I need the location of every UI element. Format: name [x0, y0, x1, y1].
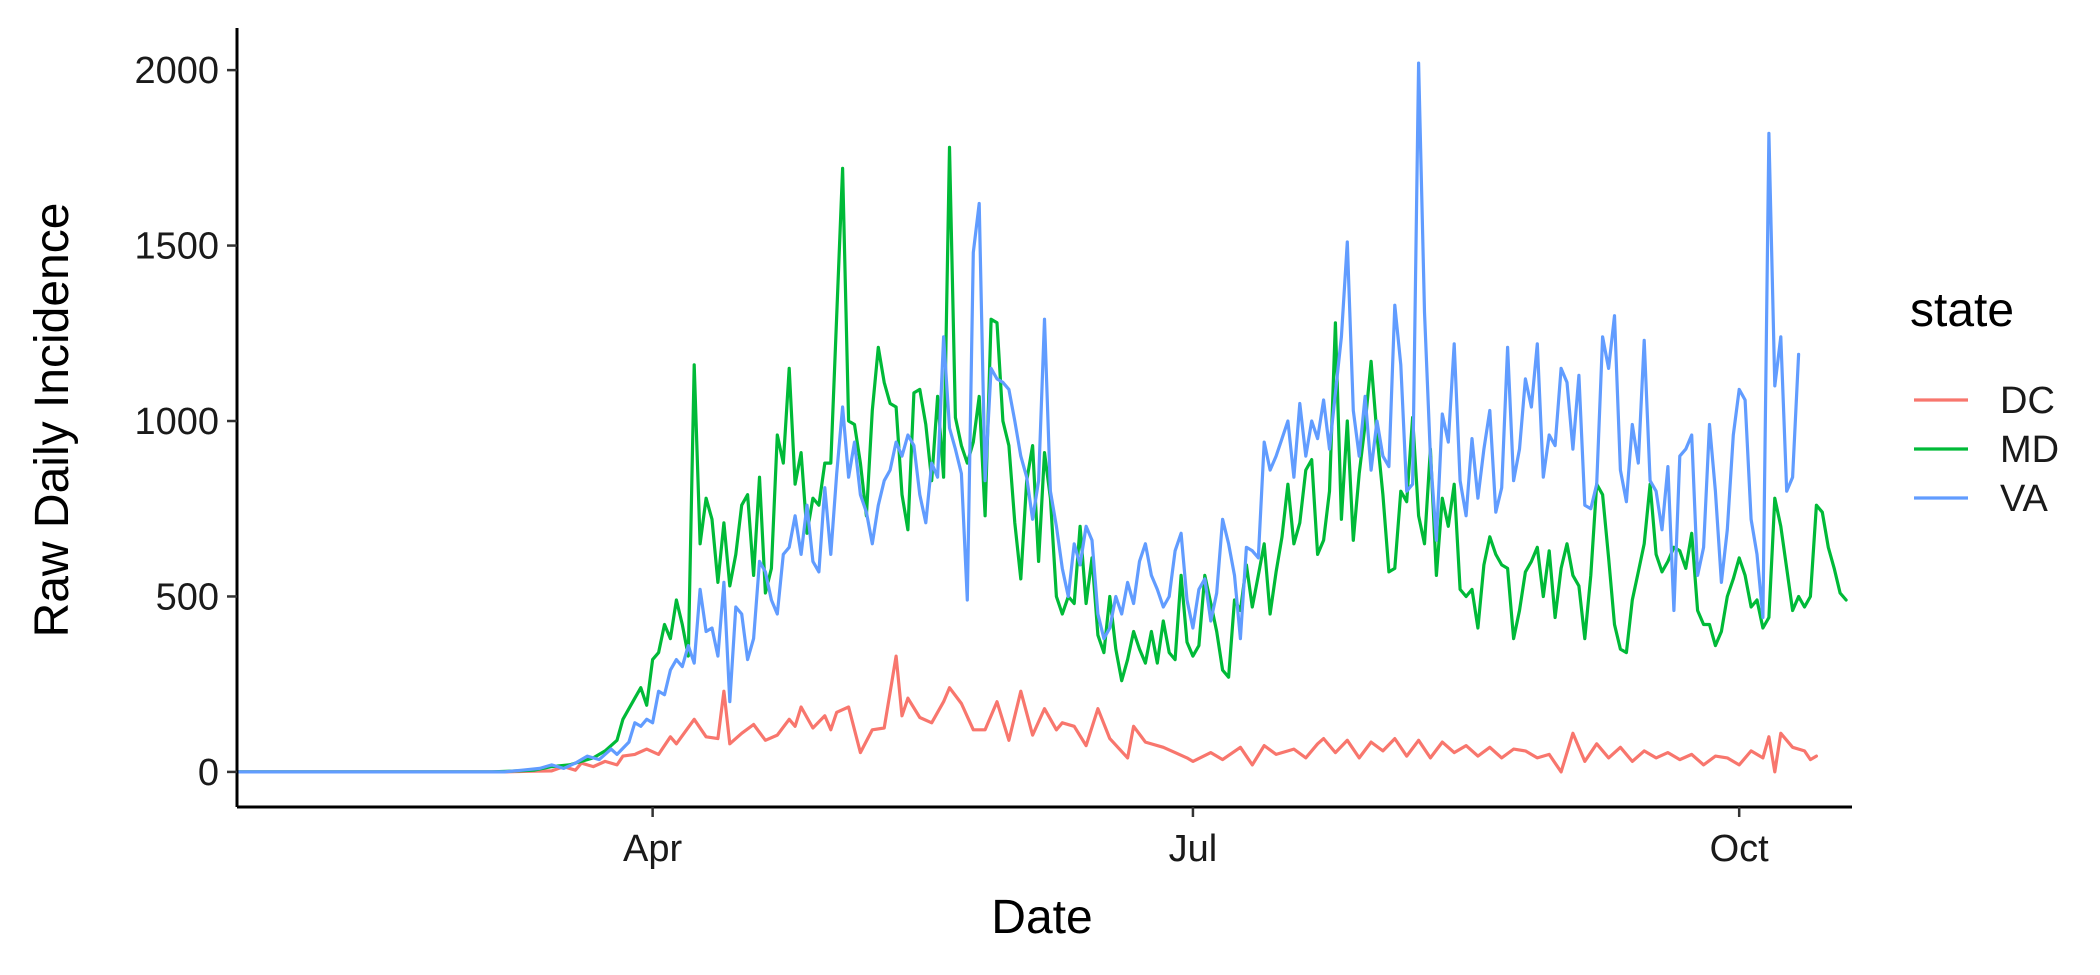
- axes: 0 500 1000 1500 2000 Apr Jul Oct: [134, 28, 1852, 870]
- x-tick-label: Jul: [1169, 828, 1218, 870]
- y-tick-label: 1500: [134, 226, 219, 268]
- y-axis-title: Raw Daily Incidence: [26, 203, 79, 638]
- plot-area: [235, 61, 1848, 774]
- legend-items: DC MD VA: [1914, 380, 2059, 520]
- x-tick-label: Oct: [1710, 828, 1770, 870]
- legend: state DC MD VA: [1910, 284, 2059, 520]
- y-tick-label: 1000: [134, 401, 219, 443]
- legend-label-md: MD: [2000, 429, 2059, 471]
- x-axis-title: Date: [991, 891, 1092, 944]
- series-line-dc: [235, 654, 1818, 774]
- legend-label-va: VA: [2000, 478, 2049, 520]
- x-tick-label: Apr: [623, 828, 682, 870]
- series-line-va: [235, 61, 1801, 774]
- legend-label-dc: DC: [2000, 380, 2055, 422]
- y-tick-label: 500: [156, 576, 219, 618]
- series-line-md: [235, 145, 1848, 774]
- legend-title: state: [1910, 284, 2014, 337]
- y-tick-label: 2000: [134, 50, 219, 92]
- y-tick-label: 0: [198, 752, 219, 794]
